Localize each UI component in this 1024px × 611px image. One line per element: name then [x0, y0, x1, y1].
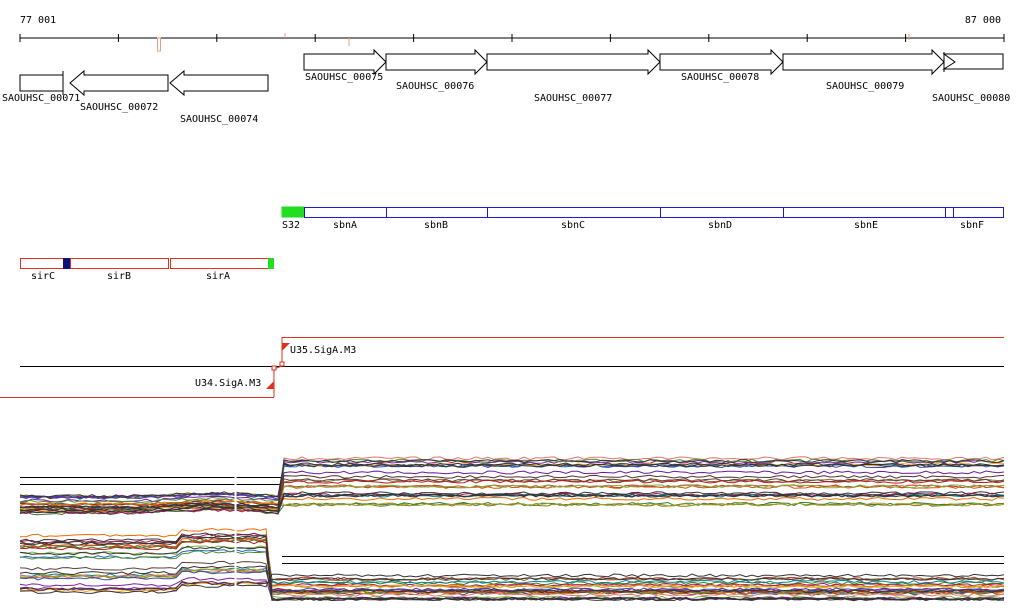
- transcript-label: U34.SigA.M3: [195, 378, 261, 389]
- operon-segment[interactable]: [783, 207, 946, 218]
- operon-label: sbnF: [960, 220, 984, 231]
- operon-label: sirC: [31, 271, 55, 282]
- expression-trace: [19, 498, 1005, 507]
- operon-label: sbnD: [708, 220, 732, 231]
- ruler-end-label: 87 000: [965, 15, 1001, 26]
- gene-label: SAOUHSC_00078: [681, 72, 759, 83]
- gene-track: SAOUHSC_00071 SAOUHSC_00072 SAOUHSC_0007…: [2, 48, 1010, 125]
- gene-arrow[interactable]: [942, 53, 1004, 70]
- ruler-start-label: 77 001: [20, 15, 56, 26]
- expression-trace: [19, 493, 1005, 510]
- expression-trace: [19, 539, 1005, 586]
- expression-trace: [19, 576, 1005, 591]
- gene-label: SAOUHSC_00071: [2, 93, 80, 104]
- operon-label: sbnC: [561, 220, 585, 231]
- expression-trace: [19, 458, 1005, 513]
- transcript-track: U35.SigA.M3 U34.SigA.M3: [0, 337, 1004, 398]
- operon-segment[interactable]: [945, 207, 1004, 218]
- expression-trace: [20, 459, 1005, 499]
- gene-arrow[interactable]: [69, 69, 169, 97]
- gene-label: SAOUHSC_00079: [826, 81, 904, 92]
- transcript-label: U35.SigA.M3: [290, 345, 356, 356]
- operon-track-minus: sirC sirB sirA: [20, 258, 274, 282]
- promoter-flag: [266, 381, 274, 389]
- gene-arrow[interactable]: [385, 48, 488, 76]
- gene-arrow[interactable]: [303, 48, 387, 76]
- operon-label: sbnE: [854, 220, 878, 231]
- expression-trace: [19, 545, 1005, 601]
- gene-label: SAOUHSC_00076: [396, 81, 474, 92]
- gene-label: SAOUHSC_00075: [305, 72, 383, 83]
- expression-trace: [19, 463, 1005, 500]
- promoter-box[interactable]: [268, 258, 274, 269]
- expression-trace: [20, 470, 1005, 503]
- promoter-box[interactable]: [281, 206, 305, 218]
- gene-label: SAOUHSC_00072: [80, 102, 158, 113]
- operon-segment[interactable]: [20, 258, 65, 269]
- expression-trace: [19, 463, 1005, 499]
- gene-label: SAOUHSC_00074: [180, 114, 258, 125]
- operon-segment[interactable]: [487, 207, 661, 218]
- gene-label: SAOUHSC_00080: [932, 93, 1010, 104]
- operon-segment[interactable]: [304, 207, 387, 218]
- expression-trace: [19, 565, 1005, 601]
- operon-label: sbnA: [333, 220, 357, 231]
- expression-track-plus: [19, 456, 1005, 516]
- operon-label: sbnB: [424, 220, 448, 231]
- operon-segment[interactable]: [170, 258, 269, 269]
- gene-arrow[interactable]: [169, 69, 269, 97]
- gene-arrow[interactable]: [19, 74, 64, 92]
- expression-trace: [19, 573, 1005, 594]
- expression-trace: [19, 535, 1005, 594]
- expression-trace: [19, 496, 1005, 507]
- gene-arrow[interactable]: [782, 48, 945, 76]
- expression-trace: [19, 533, 1005, 587]
- operon-label: sirB: [107, 271, 131, 282]
- promoter-flag: [282, 343, 290, 351]
- ruler-highlight-mark: [157, 37, 161, 52]
- operon-label: S32: [282, 220, 300, 231]
- expression-trace: [19, 532, 1005, 601]
- expression-trace: [19, 570, 1005, 592]
- gene-arrow[interactable]: [659, 48, 784, 76]
- operon-track-plus: S32 sbnA sbnB sbnC sbnD sbnE sbnF: [281, 206, 1004, 231]
- operon-marker[interactable]: [63, 258, 71, 269]
- operon-label: sirA: [206, 271, 230, 282]
- gene-label: SAOUHSC_00077: [534, 93, 612, 104]
- coordinate-ruler: 77 001 87 000: [19, 15, 1005, 52]
- expression-track-minus: [19, 527, 1005, 602]
- operon-segment[interactable]: [386, 207, 488, 218]
- operon-segment[interactable]: [70, 258, 169, 269]
- gene-arrow[interactable]: [486, 48, 661, 76]
- expression-trace: [19, 567, 1005, 584]
- expression-trace: [19, 550, 1005, 594]
- operon-segment[interactable]: [660, 207, 784, 218]
- expression-trace: [19, 479, 1005, 510]
